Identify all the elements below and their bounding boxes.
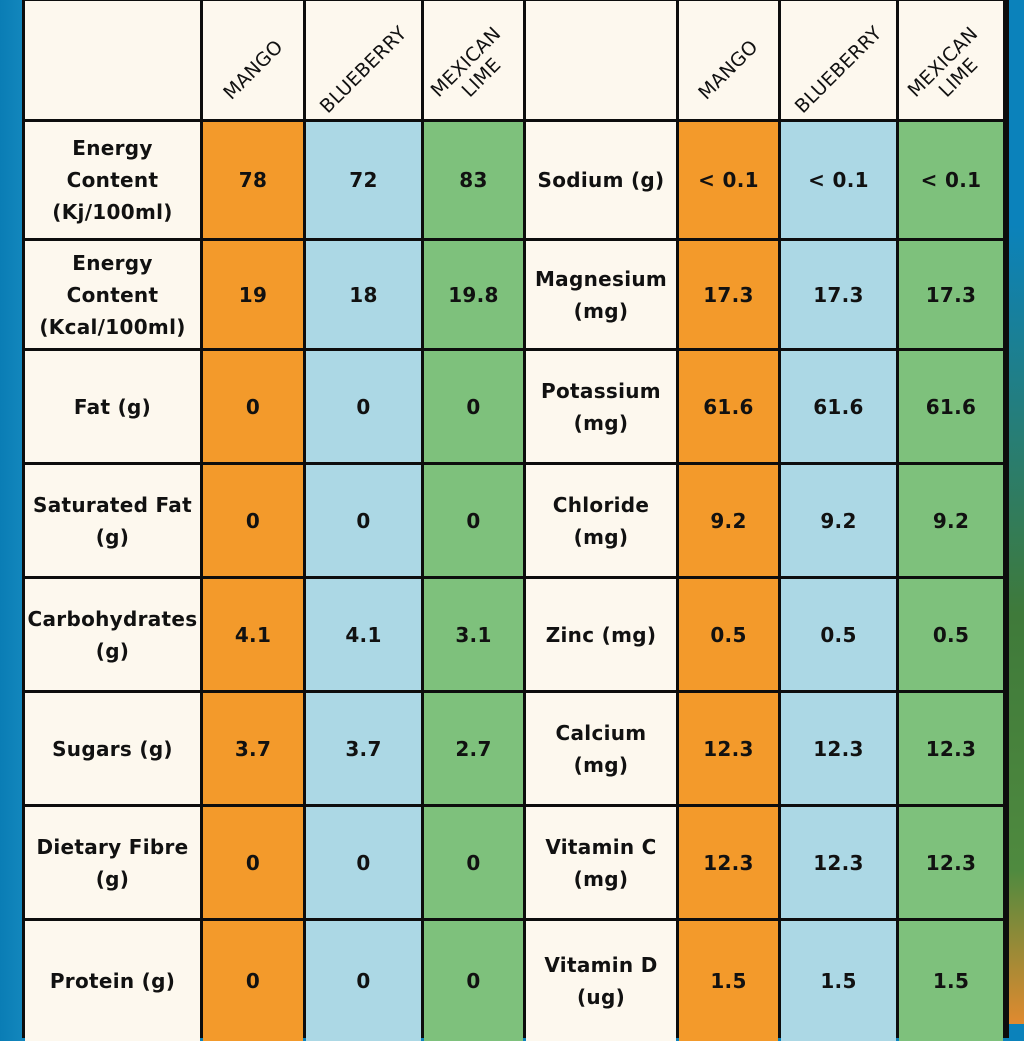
value-mango: 3.7 [203,693,303,804]
value-lime: 19.8 [424,241,523,348]
value-lime: 3.1 [424,579,523,690]
value-blueberry: 18 [306,241,421,348]
header-lime-text: MEXICAN LIME [903,22,983,102]
value-lime: 0 [424,351,523,462]
value-mango: < 0.1 [679,122,778,238]
header-blueberry: BLUEBERRY [306,1,421,119]
nutrient-label: Magnesium (mg) [526,241,676,348]
value-blueberry: < 0.1 [781,122,896,238]
nutrient-label: Fat (g) [25,351,200,462]
nutrient-label: Dietary Fibre (g) [25,807,200,918]
value-blueberry: 1.5 [781,921,896,1041]
value-mango: 12.3 [679,693,778,804]
value-lime: 0.5 [899,579,1003,690]
header-corner-left [25,1,200,119]
nutrient-label: Calcium (mg) [526,693,676,804]
nutrition-table: MANGO BLUEBERRY MEXICAN LIME MANGO BLUEBERRY… [22,0,1009,1041]
nutrient-label: Sodium (g) [526,122,676,238]
value-mango: 0 [203,921,303,1041]
header-mango-text: MANGO [694,35,763,105]
value-blueberry: 17.3 [781,241,896,348]
nutrient-label: Protein (g) [25,921,200,1041]
value-lime: 61.6 [899,351,1003,462]
value-blueberry: 0.5 [781,579,896,690]
value-mango: 61.6 [679,351,778,462]
value-lime: 12.3 [899,693,1003,804]
value-blueberry: 72 [306,122,421,238]
value-mango: 19 [203,241,303,348]
value-blueberry: 0 [306,465,421,576]
value-lime: 0 [424,465,523,576]
value-mango: 17.3 [679,241,778,348]
nutrient-label: Sugars (g) [25,693,200,804]
nutrient-label: Energy Content (Kcal/100ml) [25,241,200,348]
value-lime: 12.3 [899,807,1003,918]
value-mango: 0 [203,351,303,462]
value-lime: 83 [424,122,523,238]
header-lime: MEXICAN LIME [899,1,1003,119]
value-blueberry: 0 [306,921,421,1041]
header-corner-right [526,1,676,119]
value-blueberry: 0 [306,807,421,918]
value-mango: 0 [203,465,303,576]
value-blueberry: 4.1 [306,579,421,690]
value-blueberry: 12.3 [781,807,896,918]
value-blueberry: 3.7 [306,693,421,804]
header-blueberry-text: BLUEBERRY [315,22,412,118]
nutrient-label: Vitamin D (ug) [526,921,676,1041]
value-blueberry: 9.2 [781,465,896,576]
header-mango: MANGO [679,1,778,119]
value-mango: 0.5 [679,579,778,690]
value-blueberry: 0 [306,351,421,462]
nutrient-label: Carbohydrates (g) [25,579,200,690]
value-blueberry: 12.3 [781,693,896,804]
nutrient-label: Potassium (mg) [526,351,676,462]
value-mango: 4.1 [203,579,303,690]
value-lime: 0 [424,807,523,918]
nutrient-label: Zinc (mg) [526,579,676,690]
value-mango: 1.5 [679,921,778,1041]
value-lime: 0 [424,921,523,1041]
value-lime: 9.2 [899,465,1003,576]
value-mango: 9.2 [679,465,778,576]
value-lime: 1.5 [899,921,1003,1041]
header-lime: MEXICAN LIME [424,1,523,119]
value-mango: 12.3 [679,807,778,918]
value-blueberry: 61.6 [781,351,896,462]
header-mango: MANGO [203,1,303,119]
header-blueberry-text: BLUEBERRY [790,22,887,118]
value-lime: < 0.1 [899,122,1003,238]
header-lime-text: MEXICAN LIME [426,22,506,102]
value-lime: 2.7 [424,693,523,804]
nutrient-label: Saturated Fat (g) [25,465,200,576]
value-mango: 78 [203,122,303,238]
header-blueberry: BLUEBERRY [781,1,896,119]
nutrient-label: Vitamin C (mg) [526,807,676,918]
header-mango-text: MANGO [218,35,288,105]
value-lime: 17.3 [899,241,1003,348]
value-mango: 0 [203,807,303,918]
nutrient-label: Energy Content (Kj/100ml) [25,122,200,238]
nutrient-label: Chloride (mg) [526,465,676,576]
